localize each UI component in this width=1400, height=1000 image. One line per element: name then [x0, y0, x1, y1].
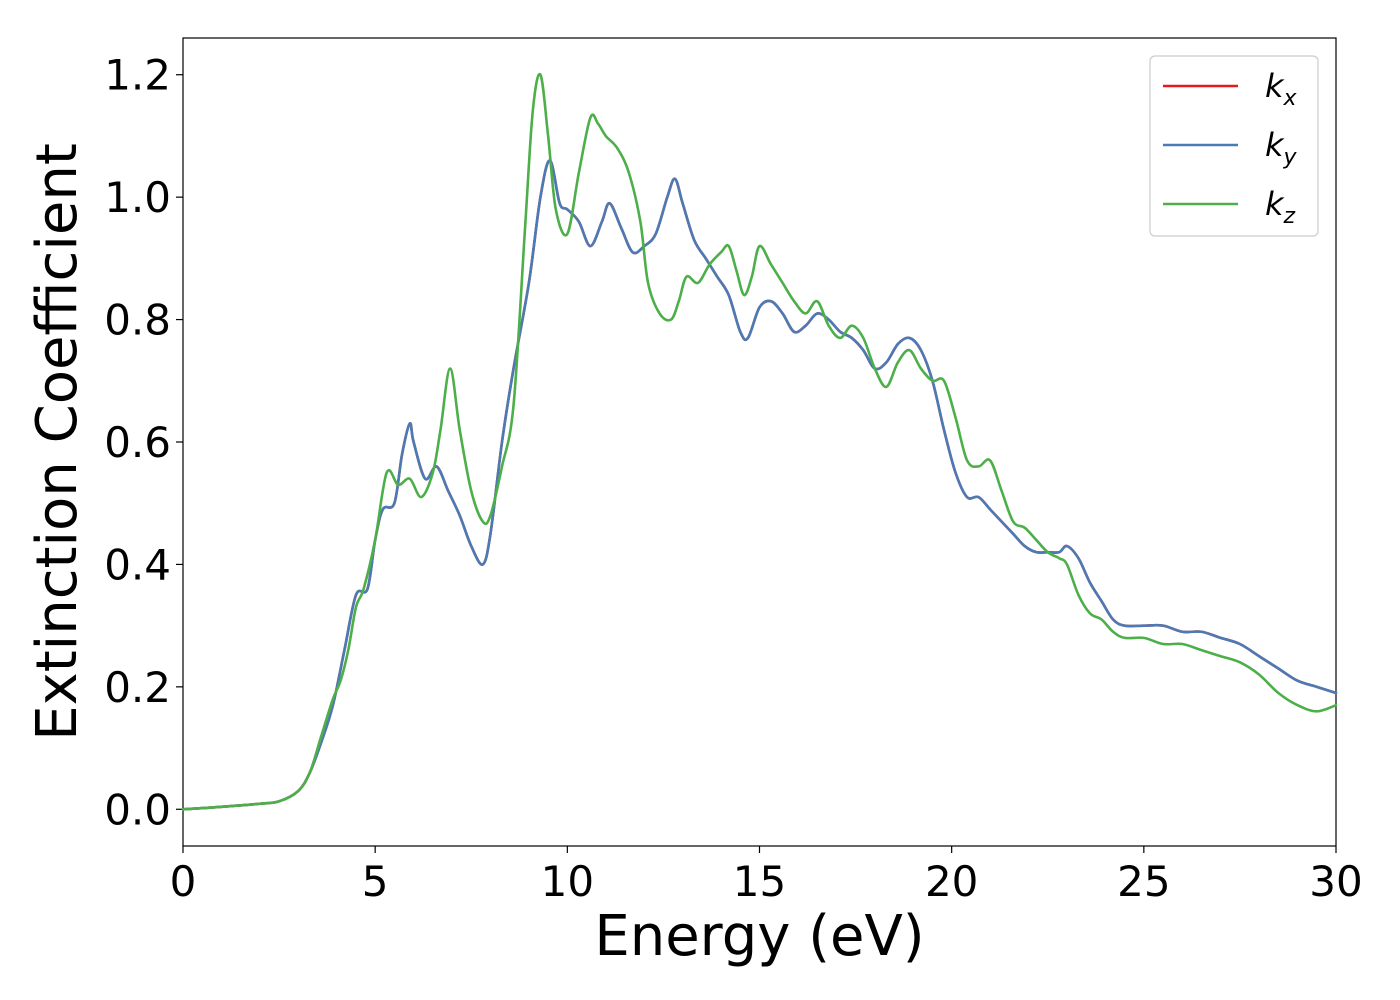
series-line-z [181, 72, 1338, 811]
x-tick-label: 20 [925, 857, 978, 906]
legend-label-subscript: x [1283, 86, 1298, 111]
legend-label-y: ky [1265, 126, 1298, 170]
legend-label-subscript: y [1283, 145, 1298, 170]
series-lines [181, 72, 1338, 811]
legend-label-base: k [1265, 126, 1285, 164]
x-tick-label: 10 [541, 857, 594, 906]
legend-label-base: k [1265, 185, 1285, 223]
x-tick-label: 0 [170, 857, 197, 906]
legend-label-base: k [1265, 67, 1285, 105]
y-tick-label: 0.2 [104, 663, 171, 712]
x-tick-label: 5 [362, 857, 389, 906]
y-tick-label: 0.6 [104, 418, 171, 467]
y-axis-ticks: 0.0 0.2 0.4 0.6 0.8 1.0 1.2 [104, 51, 183, 834]
y-axis-label: Extinction Coefficient [25, 143, 90, 741]
plot-area [182, 37, 1337, 847]
y-tick-label: 0.8 [104, 296, 171, 345]
x-axis-ticks: 0 5 10 15 20 25 30 [170, 846, 1363, 906]
y-tick-label: 1.0 [104, 173, 171, 222]
legend-label-z: kz [1265, 185, 1296, 229]
legend-label-subscript: z [1283, 204, 1296, 229]
x-axis-label: Energy (eV) [594, 904, 924, 969]
y-tick-label: 0.0 [104, 785, 171, 834]
x-tick-label: 30 [1309, 857, 1362, 906]
x-tick-label: 25 [1117, 857, 1170, 906]
x-tick-label: 15 [733, 857, 786, 906]
y-tick-label: 0.4 [104, 540, 171, 589]
y-tick-label: 1.2 [104, 51, 171, 100]
legend-label-x: kx [1265, 67, 1298, 111]
series-line-y [181, 159, 1338, 811]
